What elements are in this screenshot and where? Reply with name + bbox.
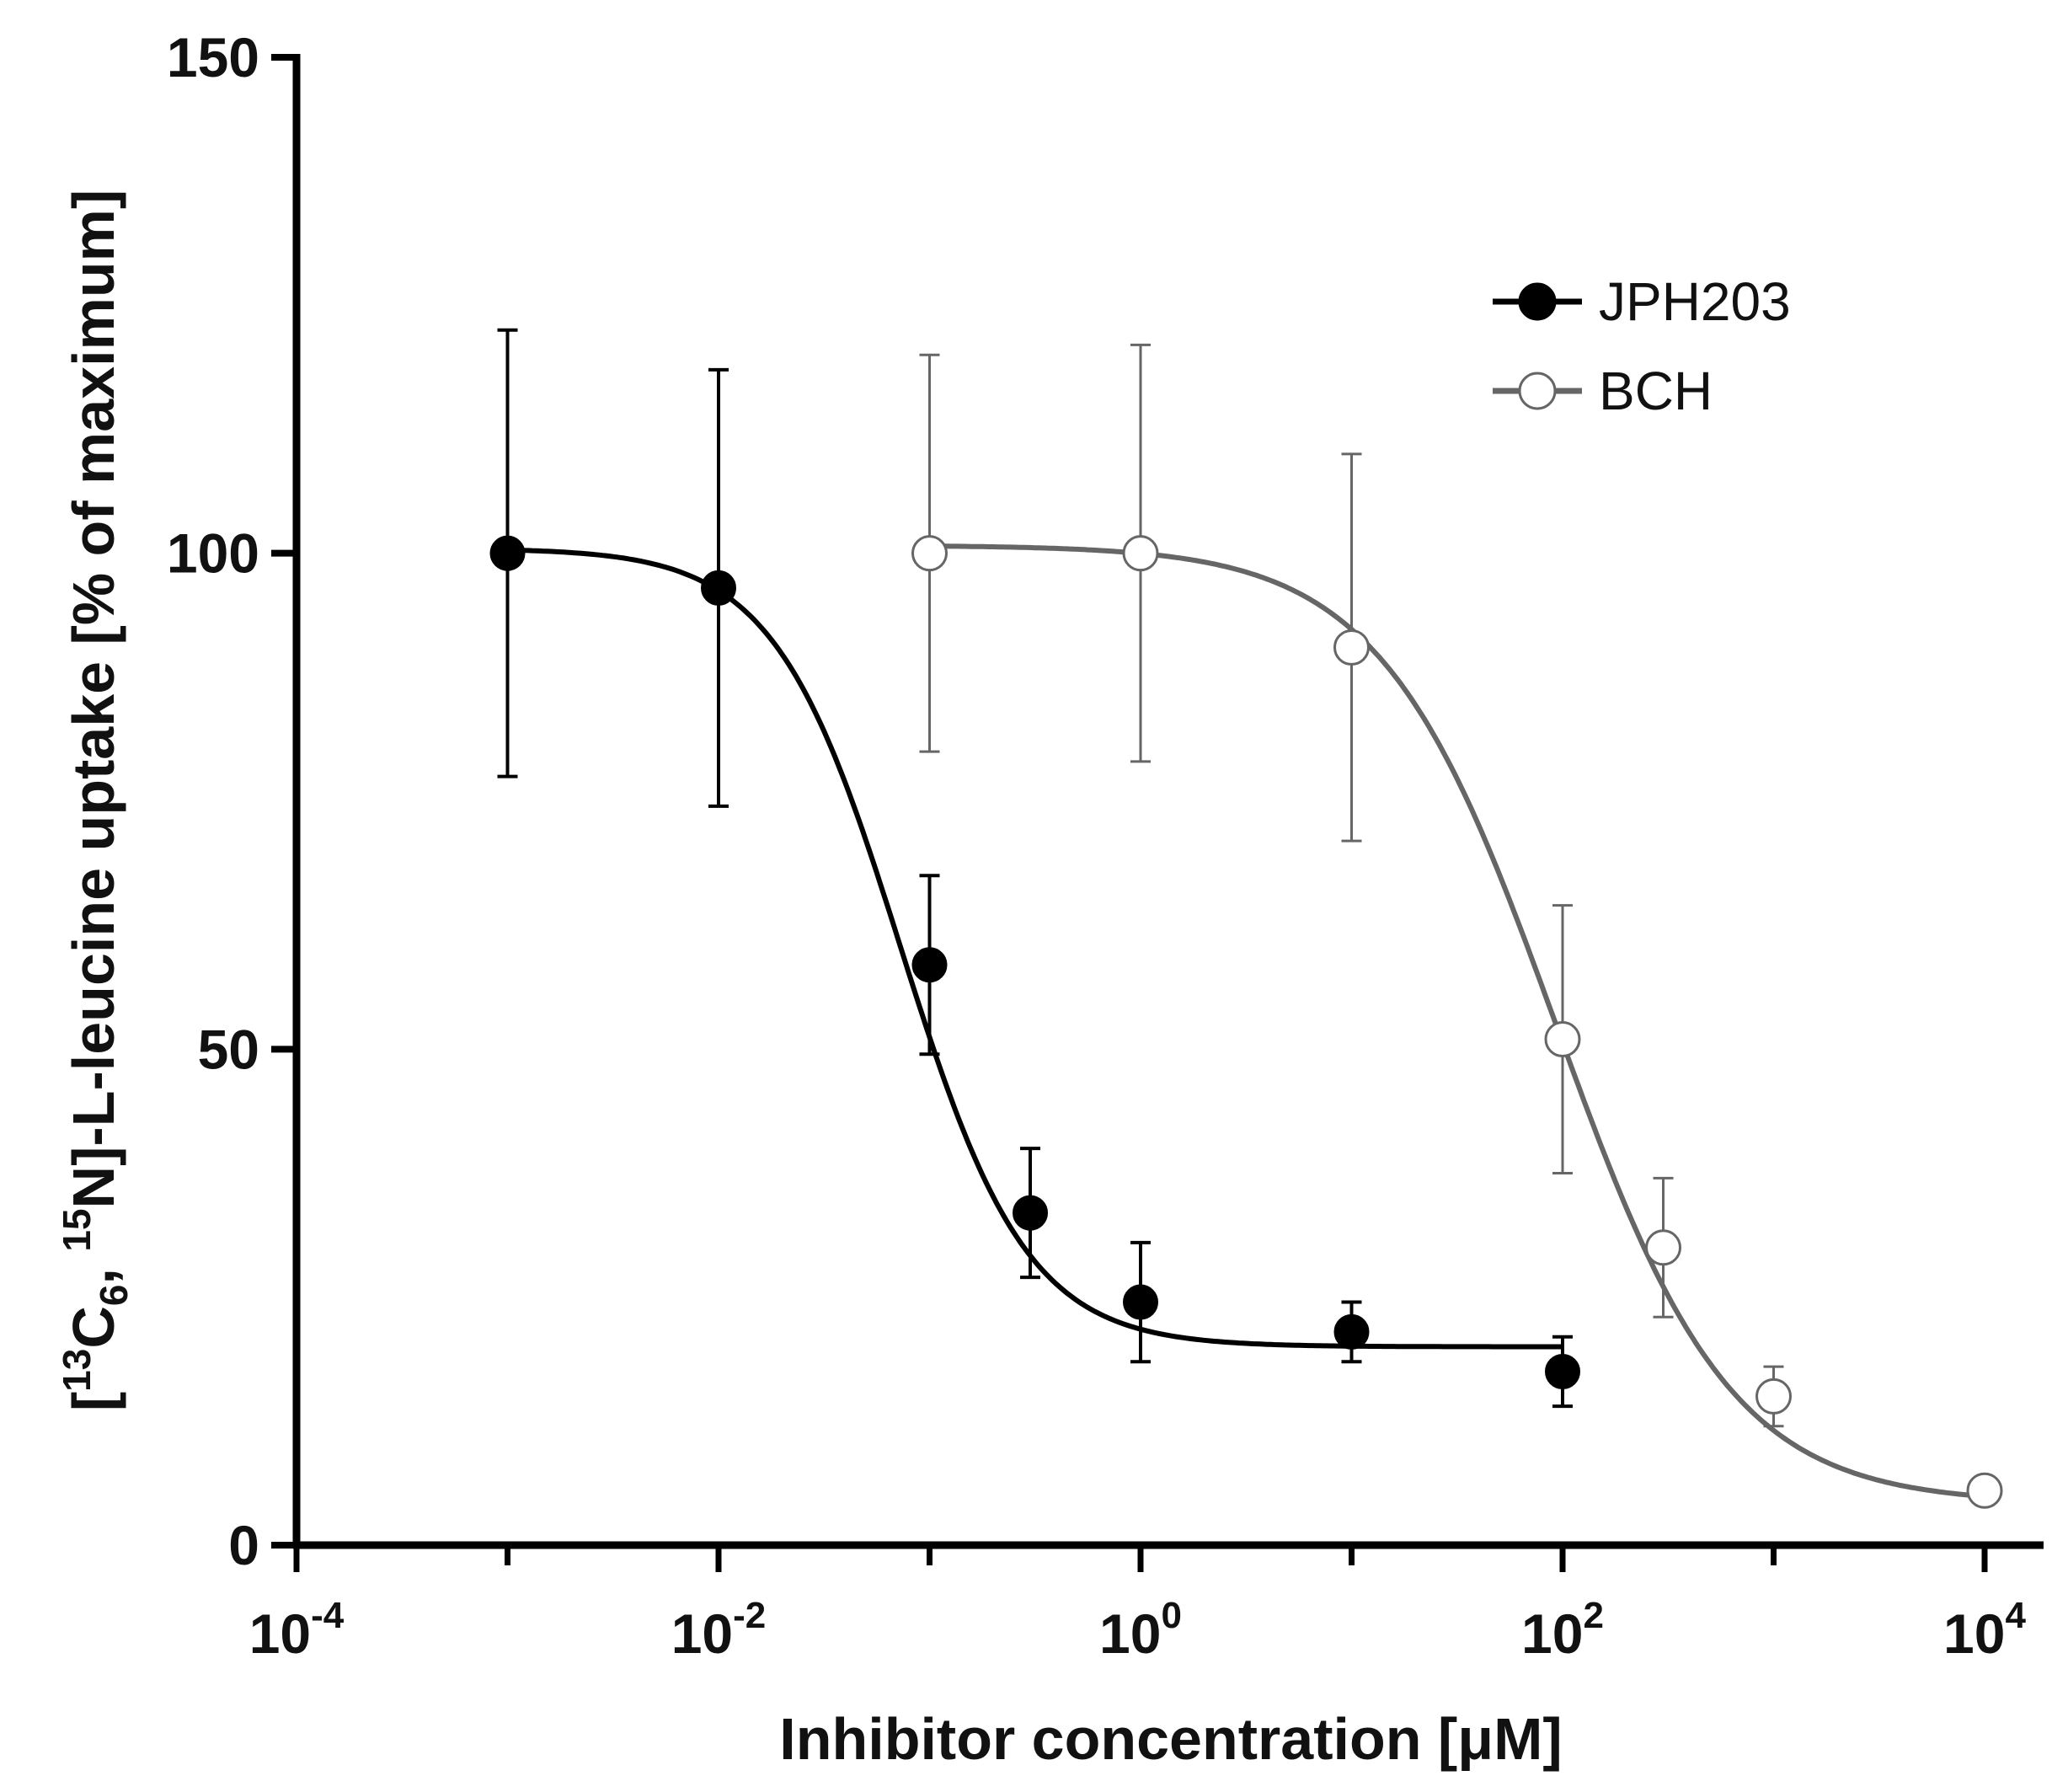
bch-data-point — [1755, 1377, 1792, 1415]
x-tick-exponent: 0 — [1161, 1595, 1181, 1636]
y-tick-label: 150 — [167, 26, 259, 88]
bch-data-point — [1122, 535, 1159, 572]
bch-data-point — [911, 535, 948, 572]
x-tick-label: 102 — [1521, 1595, 1604, 1665]
legend-marker — [1518, 372, 1557, 410]
bch-data-point — [1544, 1021, 1581, 1058]
bch-data-point — [1333, 629, 1370, 666]
x-tick-base: 10 — [1943, 1602, 2005, 1665]
x-tick-base: 10 — [1521, 1602, 1583, 1665]
series-layer — [489, 328, 2003, 1509]
x-tick-exponent: 2 — [1583, 1595, 1603, 1636]
axes — [292, 54, 2044, 1549]
y-title-c: C — [61, 1306, 126, 1349]
x-tick-base: 10 — [671, 1602, 733, 1665]
y-title-sub-6: 6 — [92, 1285, 136, 1307]
x-tick-label: 10-2 — [671, 1595, 767, 1665]
x-tick-base: 10 — [249, 1602, 311, 1665]
jph203-data-point — [1013, 1195, 1049, 1231]
jph203-data-point — [701, 570, 736, 606]
legend-item-bch: BCH — [1493, 361, 1713, 421]
legend-marker — [1518, 282, 1557, 321]
series-jph203 — [489, 328, 1580, 1409]
series-bch — [911, 343, 2003, 1509]
y-tick-label: 100 — [167, 522, 259, 585]
x-axis-title: Inhibitor concentration [μM] — [779, 1706, 1562, 1772]
legend-label: BCH — [1599, 361, 1713, 421]
jph203-data-point — [489, 535, 526, 571]
x-tick-base: 10 — [1099, 1602, 1161, 1665]
legend-label: JPH203 — [1599, 271, 1791, 332]
y-tick-label: 50 — [198, 1018, 259, 1080]
y-axis-ticks: 0 50 100 150 — [167, 26, 297, 1576]
legend-item-jph203: JPH203 — [1493, 271, 1791, 332]
y-title-sup-15: 15 — [55, 1208, 99, 1251]
x-tick-label: 100 — [1099, 1595, 1182, 1665]
x-axis-ticks: 10-4 10-2 100 102 104 — [249, 1545, 2026, 1665]
x-tick-exponent: -2 — [733, 1595, 766, 1636]
y-title-sup-13: 13 — [55, 1349, 99, 1392]
jph203-data-point — [1333, 1313, 1370, 1350]
y-title-comma: , — [61, 1252, 126, 1285]
y-title-bracket: [ — [61, 1392, 126, 1411]
legend: JPH203 BCH — [1493, 271, 1791, 421]
x-tick-exponent: 4 — [2005, 1595, 2026, 1636]
jph203-data-point — [1545, 1353, 1580, 1389]
jph203-data-point — [1123, 1284, 1158, 1320]
bch-data-point — [1645, 1229, 1682, 1266]
x-tick-exponent: -4 — [311, 1595, 345, 1636]
x-tick-label: 10-4 — [249, 1595, 345, 1665]
y-title-rest: N]-L-leucine uptake [% of maximum] — [61, 190, 126, 1209]
y-tick-label: 0 — [228, 1514, 259, 1576]
jph203-data-point — [911, 947, 948, 983]
y-axis-title: [13C6, 15N]-L-leucine uptake [% of maxim… — [55, 190, 136, 1411]
bch-fit-curve — [929, 543, 1985, 1500]
jph203-fit-curve — [507, 547, 1563, 1350]
x-tick-label: 104 — [1943, 1595, 2026, 1665]
bch-data-point — [1966, 1472, 2003, 1509]
